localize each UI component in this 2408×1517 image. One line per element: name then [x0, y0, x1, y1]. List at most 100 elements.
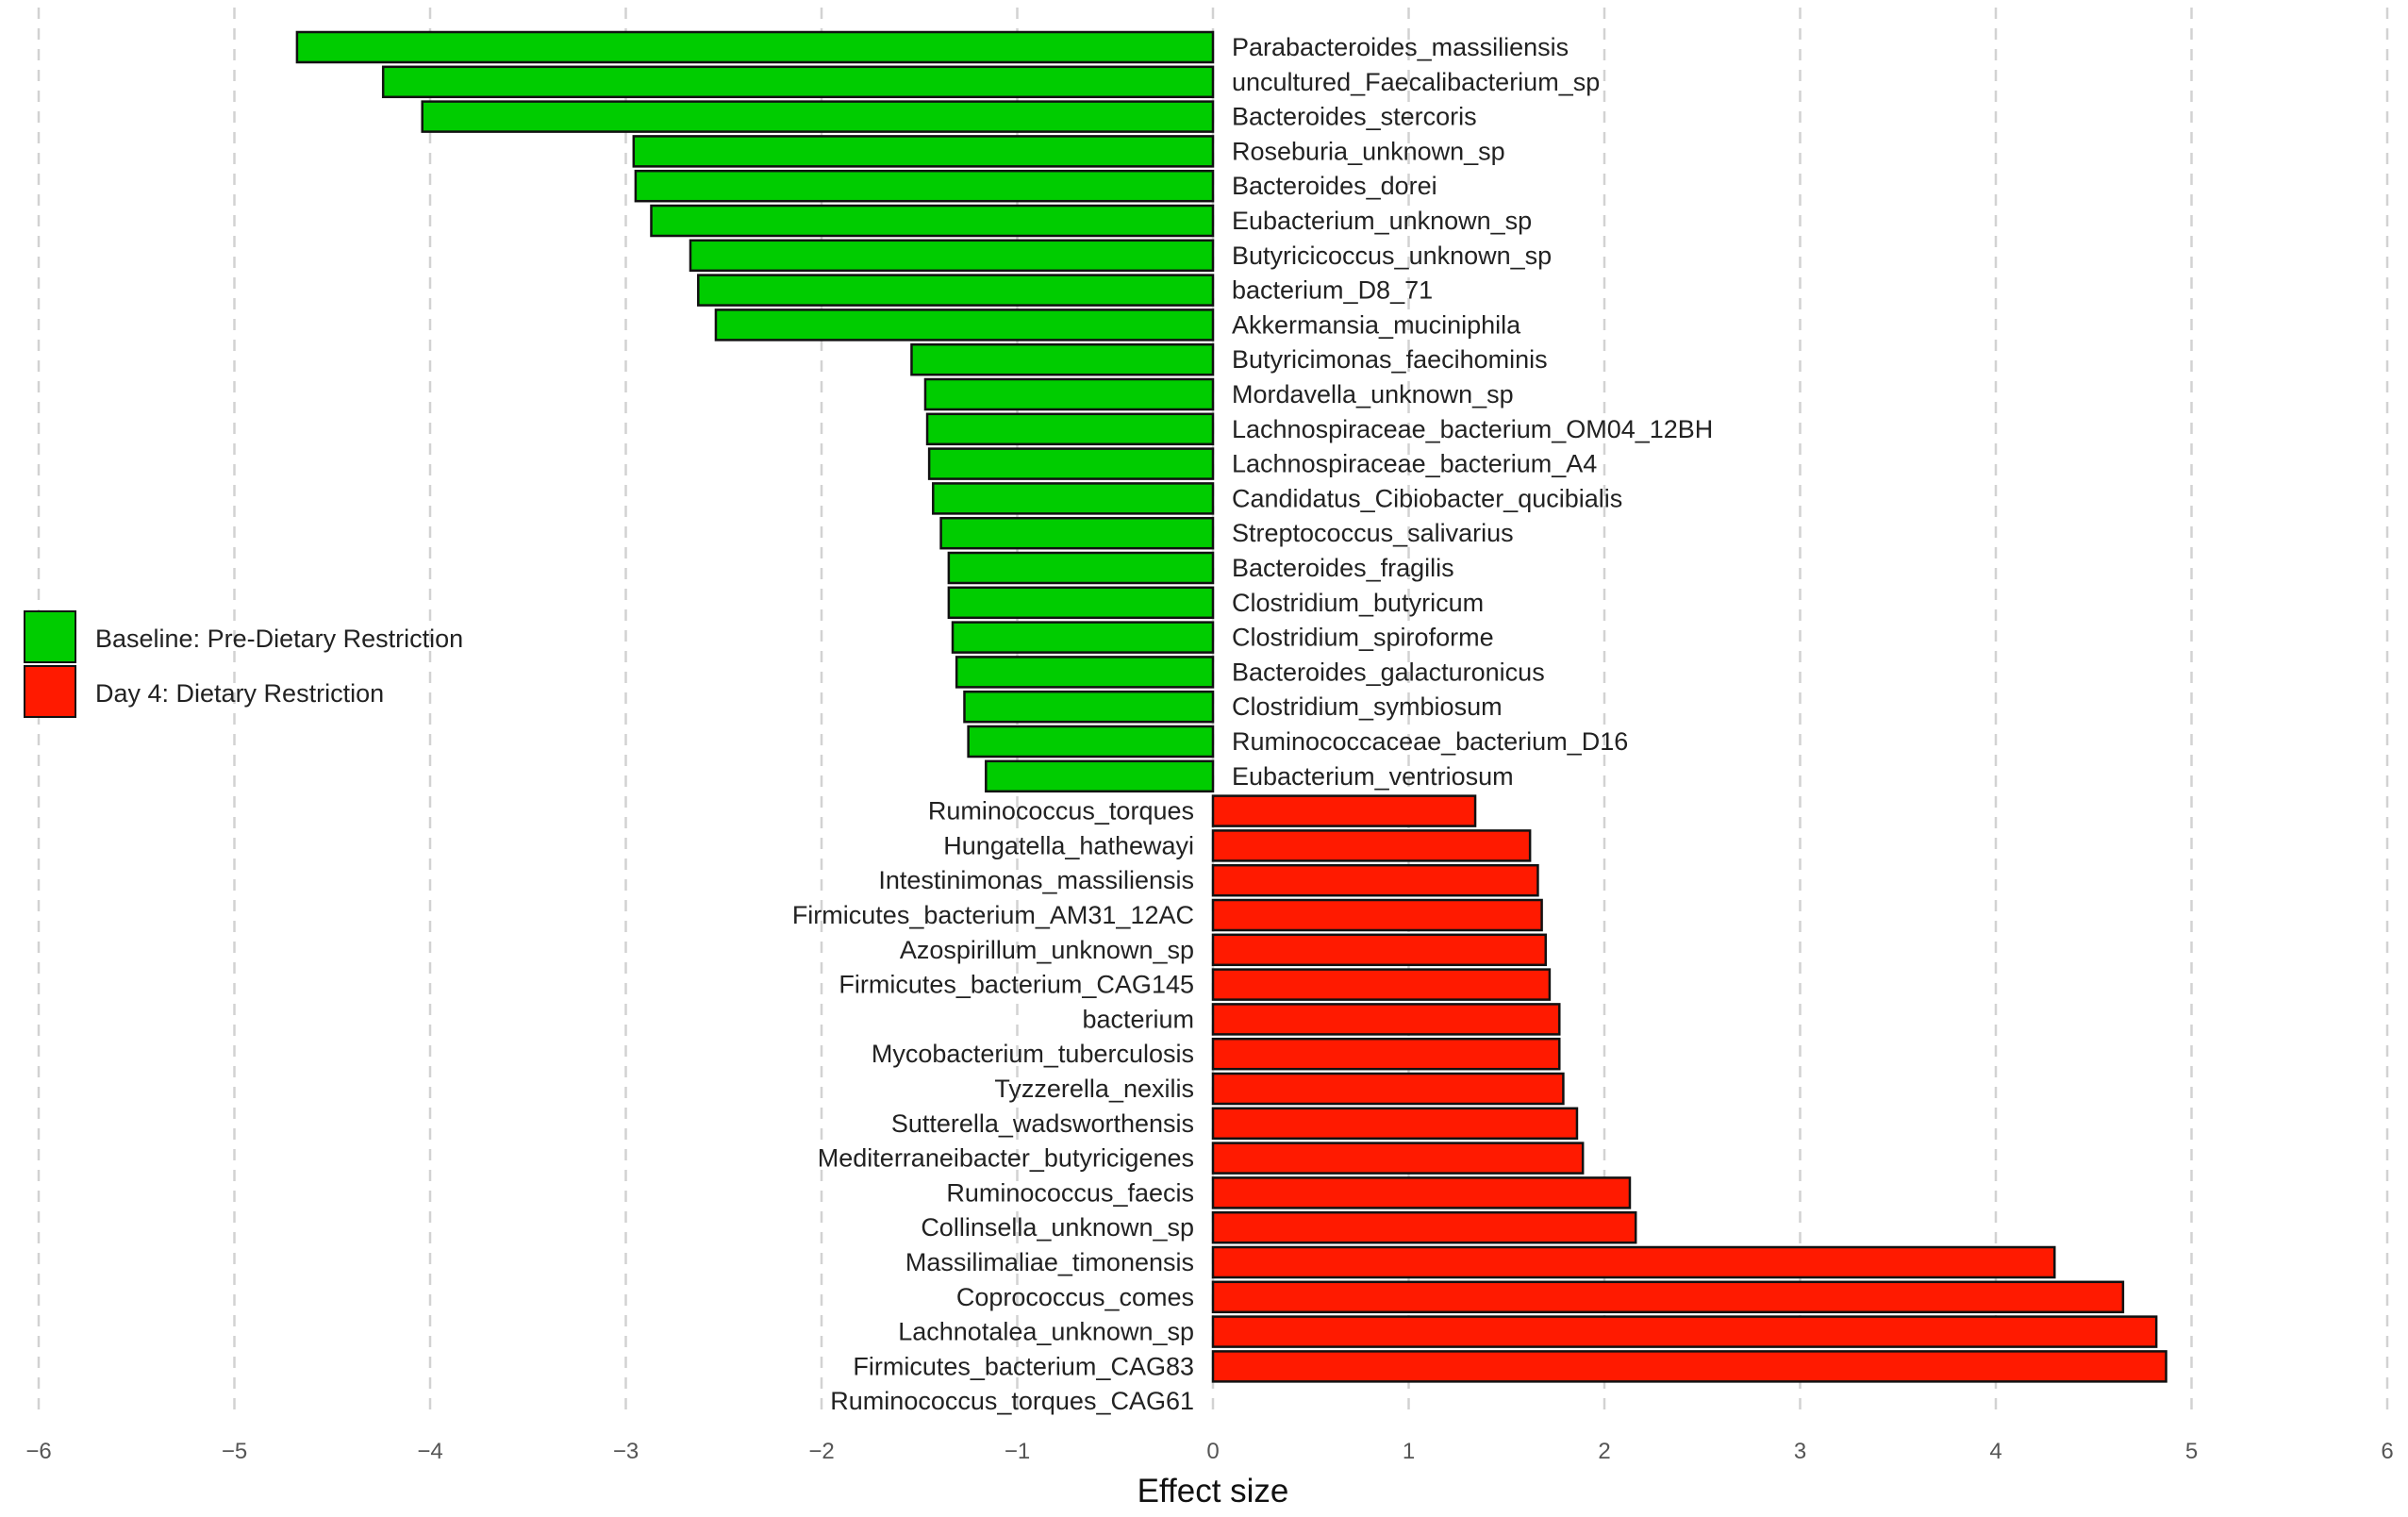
bar-candidatus-cibiobacter-qucibialis: [932, 482, 1215, 515]
bar-ruminococcaceae-bacterium-d16: [967, 725, 1215, 758]
bar-mordavella-unknown-sp: [923, 377, 1215, 411]
category-label: Ruminococcus_faecis: [946, 1178, 1194, 1207]
category-label: Roseburia_unknown_sp: [1232, 137, 1505, 165]
category-label: Sutterella_wadsworthensis: [891, 1109, 1194, 1138]
category-label: Streptococcus_salivarius: [1232, 519, 1514, 547]
legend-swatch-baseline: [24, 610, 76, 663]
category-label: Bacteroides_fragilis: [1232, 554, 1454, 582]
category-label: bacterium: [1082, 1005, 1194, 1033]
x-tick-label: 5: [2185, 1439, 2198, 1464]
bar-akkermansia-muciniphila: [714, 308, 1215, 342]
bar-bacteroides-galacturonicus: [955, 656, 1215, 689]
category-label: Akkermansia_muciniphila: [1232, 310, 1521, 339]
bar-firmicutes-bacterium-cag145: [1211, 968, 1552, 1001]
bar-firmicutes-bacterium-am31-12ac: [1211, 898, 1543, 932]
bar-butyricimonas-faecihominis: [910, 342, 1215, 376]
bar-bacteroides-fragilis: [947, 551, 1215, 585]
bar-intestinimonas-massiliensis: [1211, 863, 1539, 897]
bar-tyzzerella-nexilis: [1211, 1072, 1565, 1106]
category-labels: Parabacteroides_massiliensis uncultured_F…: [792, 33, 1714, 1415]
category-label: Butyricicoccus_unknown_sp: [1232, 242, 1552, 270]
x-tick-label: −1: [1005, 1439, 1030, 1464]
bar-ruminococcus-faecis: [1211, 1176, 1632, 1209]
bar-lachnotalea-unknown-sp: [1211, 1315, 2158, 1348]
category-label: Lachnospiraceae_bacterium_A4: [1232, 450, 1597, 478]
bar-hungatella-hathewayi: [1211, 829, 1532, 862]
x-tick-label: 0: [1206, 1439, 1219, 1464]
x-tick-label: −6: [25, 1439, 51, 1464]
category-label: Firmicutes_bacterium_AM31_12AC: [792, 901, 1194, 929]
bar-sutterella-wadsworthensis: [1211, 1107, 1579, 1141]
category-label: Lachnospiraceae_bacterium_OM04_12BH: [1232, 415, 1713, 443]
category-label: Eubacterium_unknown_sp: [1232, 207, 1532, 235]
category-label: Butyricimonas_faecihominis: [1232, 345, 1548, 374]
category-label: Mycobacterium_tuberculosis: [872, 1040, 1194, 1068]
legend-label-day4: Day 4: Dietary Restriction: [95, 679, 384, 708]
category-label: Intestinimonas_massiliensis: [878, 866, 1194, 894]
bar-uncultured-faecalibacterium-sp: [381, 65, 1215, 99]
bar-clostridium-butyricum: [947, 586, 1215, 620]
bar-bacterium: [1211, 1003, 1561, 1036]
x-tick-label: 2: [1598, 1439, 1610, 1464]
bar-collinsella-unknown-sp: [1211, 1210, 1637, 1244]
category-label: Mediterraneibacter_butyricigenes: [818, 1144, 1194, 1173]
bar-lachnospiraceae-bacterium-om04-12bh: [925, 412, 1215, 446]
bar-coprococcus-comes: [1211, 1280, 2125, 1314]
category-label: Bacteroides_stercoris: [1232, 103, 1477, 131]
category-label: bacterium_D8_71: [1232, 276, 1433, 305]
category-label: Coprococcus_comes: [956, 1283, 1194, 1311]
bar-lachnospiraceae-bacterium-a4: [927, 447, 1215, 480]
bar-eubacterium-ventriosum: [985, 759, 1215, 793]
category-label: Ruminococcaceae_bacterium_D16: [1232, 727, 1628, 756]
category-label: Parabacteroides_massiliensis: [1232, 33, 1569, 61]
category-label: Eubacterium_ventriosum: [1232, 762, 1514, 791]
bar-parabacteroides-massiliensis: [295, 30, 1215, 64]
bar-azospirillum-unknown-sp: [1211, 933, 1547, 967]
bar-massilimaliae-timonensis: [1211, 1245, 2056, 1279]
x-tick-label: −2: [808, 1439, 834, 1464]
category-label: Azospirillum_unknown_sp: [900, 936, 1194, 964]
x-axis-title: Effect size: [1138, 1473, 1289, 1509]
category-label: Candidatus_Cibiobacter_qucibialis: [1232, 484, 1622, 512]
x-tick-label: 3: [1794, 1439, 1806, 1464]
category-label: Clostridium_spiroforme: [1232, 624, 1494, 652]
category-label: Bacteroides_dorei: [1232, 172, 1437, 200]
bar-eubacterium-unknown-sp: [650, 204, 1215, 238]
category-label: Firmicutes_bacterium_CAG83: [853, 1352, 1194, 1380]
legend-swatch-day4: [24, 665, 76, 718]
category-label: Mordavella_unknown_sp: [1232, 380, 1514, 408]
category-label: Hungatella_hathewayi: [943, 831, 1194, 859]
bar-streptococcus-salivarius: [939, 516, 1215, 550]
category-label: uncultured_Faecalibacterium_sp: [1232, 68, 1600, 96]
category-label: Tyzzerella_nexilis: [994, 1075, 1194, 1103]
bar-clostridium-symbiosum: [963, 690, 1215, 724]
bar-bacteroides-stercoris: [421, 100, 1215, 133]
bar-clostridium-spiroforme: [951, 621, 1215, 654]
category-label: Clostridium_butyricum: [1232, 589, 1484, 617]
category-label: Collinsella_unknown_sp: [921, 1213, 1194, 1242]
legend: Baseline: Pre-Dietary Restriction Day 4:…: [24, 610, 463, 718]
bar-roseburia-unknown-sp: [632, 135, 1215, 168]
x-tick-label: 6: [2381, 1439, 2393, 1464]
bars: [295, 30, 2167, 1383]
bar-ruminococcus-torques: [1211, 794, 1477, 827]
x-tick-label: −4: [417, 1439, 442, 1464]
bar-firmicutes-bacterium-cag83: [1211, 1350, 2167, 1383]
bar-butyricicoccus-unknown-sp: [689, 239, 1215, 273]
x-tick-label: −5: [222, 1439, 247, 1464]
bar-bacteroides-dorei: [634, 169, 1215, 203]
category-label: Bacteroides_galacturonicus: [1232, 658, 1545, 686]
bar-mycobacterium-tuberculosis: [1211, 1037, 1561, 1071]
legend-label-baseline: Baseline: Pre-Dietary Restriction: [95, 625, 463, 653]
category-label: Clostridium_symbiosum: [1232, 692, 1503, 721]
bar-bacterium-d8-71: [697, 274, 1215, 307]
x-tick-label: 4: [1989, 1439, 2001, 1464]
category-label: Massilimaliae_timonensis: [905, 1248, 1194, 1276]
bar-mediterraneibacter-butyricigenes: [1211, 1142, 1585, 1175]
x-tick-labels: −6 −5 −4 −3 −2 −1 0 1 2 3 4 5 6: [25, 1439, 2393, 1464]
category-label: Ruminococcus_torques_CAG61: [830, 1387, 1194, 1415]
x-tick-label: −3: [613, 1439, 639, 1464]
x-tick-label: 1: [1403, 1439, 1415, 1464]
category-label: Lachnotalea_unknown_sp: [898, 1318, 1194, 1346]
